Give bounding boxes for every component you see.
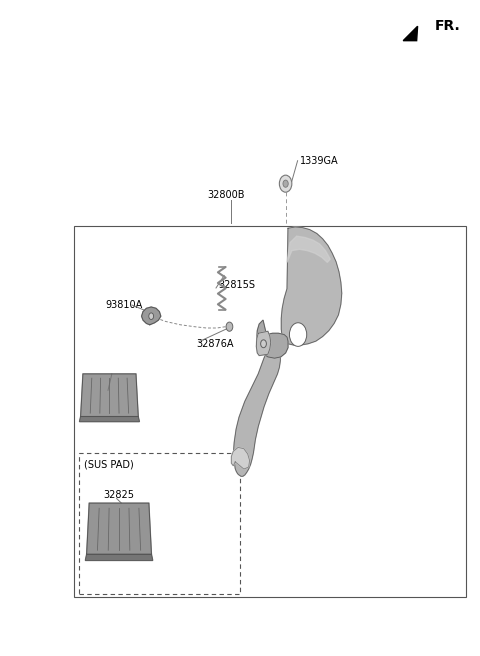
Text: (SUS PAD): (SUS PAD) xyxy=(84,459,134,469)
Text: 32825: 32825 xyxy=(94,382,125,392)
Text: 32800B: 32800B xyxy=(207,190,244,200)
Circle shape xyxy=(261,340,266,348)
Polygon shape xyxy=(80,417,139,422)
Circle shape xyxy=(289,323,307,346)
Polygon shape xyxy=(86,503,152,554)
Polygon shape xyxy=(231,447,250,469)
Bar xyxy=(74,226,466,597)
Circle shape xyxy=(279,175,292,192)
Text: 93810A: 93810A xyxy=(106,300,143,310)
Bar xyxy=(79,453,240,594)
Text: 1339GA: 1339GA xyxy=(300,155,338,166)
Polygon shape xyxy=(234,341,280,476)
Text: FR.: FR. xyxy=(435,19,461,33)
Circle shape xyxy=(226,322,233,331)
Polygon shape xyxy=(281,227,342,345)
Polygon shape xyxy=(142,307,161,325)
Polygon shape xyxy=(81,374,138,417)
Text: 32815S: 32815S xyxy=(218,280,255,291)
Polygon shape xyxy=(287,236,330,262)
Circle shape xyxy=(283,180,288,187)
Text: 32825: 32825 xyxy=(103,490,134,501)
Polygon shape xyxy=(257,320,288,358)
Polygon shape xyxy=(403,26,418,41)
Polygon shape xyxy=(85,554,153,560)
Text: 32876A: 32876A xyxy=(197,339,234,350)
Circle shape xyxy=(149,313,154,319)
Polygon shape xyxy=(256,331,271,356)
